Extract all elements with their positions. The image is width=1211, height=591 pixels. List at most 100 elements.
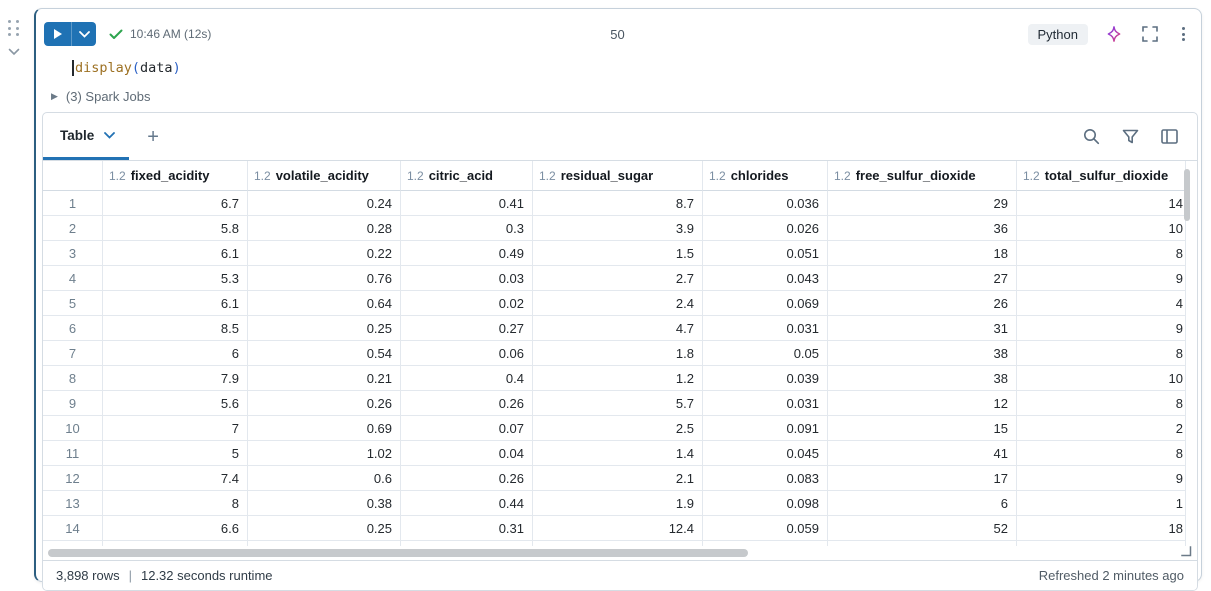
cell-drag-handle[interactable] — [8, 20, 21, 38]
partial-cell — [703, 541, 828, 547]
numeric-type-icon: 1.2 — [407, 169, 424, 183]
column-header-chlorides[interactable]: 1.2 chlorides — [703, 161, 828, 191]
column-header-total_sulfur_dioxide[interactable]: 1.2 total_sulfur_dioxide — [1017, 161, 1186, 191]
spark-jobs-toggle[interactable]: ▶ (3) Spark Jobs — [51, 87, 1201, 105]
cell-chlorides: 0.036 — [703, 191, 828, 216]
column-header-volatile_acidity[interactable]: 1.2 volatile_acidity — [248, 161, 401, 191]
cell-residual_sugar: 5.7 — [533, 391, 703, 416]
partial-cell — [248, 541, 401, 547]
cell-citric_acid: 0.07 — [401, 416, 533, 441]
cell-chlorides: 0.05 — [703, 341, 828, 366]
run-dropdown-chevron-icon[interactable] — [72, 22, 96, 46]
table-row: 5 6.1 0.64 0.02 2.4 0.069 26 4 — [43, 291, 1186, 316]
column-header-residual_sugar[interactable]: 1.2 residual_sugar — [533, 161, 703, 191]
column-header-fixed_acidity[interactable]: 1.2 fixed_acidity — [103, 161, 248, 191]
cell-volatile_acidity: 0.25 — [248, 516, 401, 541]
column-name: chlorides — [730, 168, 789, 183]
cell-residual_sugar: 3.9 — [533, 216, 703, 241]
column-name: free_sulfur_dioxide — [855, 168, 976, 183]
cell-citric_acid: 0.03 — [401, 266, 533, 291]
code-argument-token: data — [140, 60, 173, 76]
cell-total_sulfur_dioxide: 9 — [1017, 316, 1186, 341]
partial-cell — [828, 541, 1017, 547]
language-selector[interactable]: Python — [1027, 23, 1088, 45]
cell-volatile_acidity: 0.22 — [248, 241, 401, 266]
table-row: 13 8 0.38 0.44 1.9 0.098 6 1 — [43, 491, 1186, 516]
run-button[interactable] — [44, 22, 96, 46]
cell-fixed_acidity: 5 — [103, 441, 248, 466]
run-play-icon[interactable] — [44, 22, 72, 46]
row-number: 12 — [43, 466, 103, 491]
cell-total_sulfur_dioxide: 8 — [1017, 441, 1186, 466]
cell-residual_sugar: 2.5 — [533, 416, 703, 441]
collapse-cell-chevron-icon[interactable] — [8, 48, 20, 56]
cell-volatile_acidity: 0.6 — [248, 466, 401, 491]
cell-fixed_acidity: 5.6 — [103, 391, 248, 416]
cell-fixed_acidity: 6.1 — [103, 241, 248, 266]
cell-fixed_acidity: 6.7 — [103, 191, 248, 216]
fullscreen-icon[interactable] — [1140, 24, 1160, 44]
cell-menu-kebab-icon[interactable] — [1176, 25, 1191, 43]
cell-volatile_acidity: 0.64 — [248, 291, 401, 316]
cell-total_sulfur_dioxide: 9 — [1017, 466, 1186, 491]
filter-icon[interactable] — [1120, 127, 1140, 147]
cell-residual_sugar: 2.4 — [533, 291, 703, 316]
code-editor[interactable]: display(data) — [72, 58, 1201, 78]
cell-header: 10:46 AM (12s) 50 Python — [44, 17, 1191, 51]
tab-table[interactable]: Table — [43, 113, 130, 160]
cell-volatile_acidity: 0.26 — [248, 391, 401, 416]
tab-chevron-down-icon — [104, 131, 116, 139]
cell-total_sulfur_dioxide: 1 — [1017, 491, 1186, 516]
cell-free_sulfur_dioxide: 52 — [828, 516, 1017, 541]
search-icon[interactable] — [1081, 127, 1101, 147]
cell-chlorides: 0.031 — [703, 316, 828, 341]
cell-free_sulfur_dioxide: 36 — [828, 216, 1017, 241]
partial-row — [43, 541, 1186, 547]
cell-volatile_acidity: 0.25 — [248, 316, 401, 341]
cell-citric_acid: 0.06 — [401, 341, 533, 366]
refreshed-status: Refreshed 2 minutes ago — [1038, 568, 1184, 583]
add-visualization-button[interactable]: + — [147, 125, 159, 148]
resize-corner-handle[interactable] — [1180, 545, 1192, 557]
column-name: residual_sugar — [560, 168, 654, 183]
cell-fixed_acidity: 6 — [103, 341, 248, 366]
disclosure-triangle-icon: ▶ — [51, 90, 58, 101]
cell-volatile_acidity: 0.21 — [248, 366, 401, 391]
spark-jobs-label: (3) Spark Jobs — [65, 88, 151, 104]
cell-total_sulfur_dioxide: 2 — [1017, 416, 1186, 441]
cell-residual_sugar: 1.4 — [533, 441, 703, 466]
cell-free_sulfur_dioxide: 38 — [828, 366, 1017, 391]
row-number: 5 — [43, 291, 103, 316]
cell-volatile_acidity: 1.02 — [248, 441, 401, 466]
numeric-type-icon: 1.2 — [254, 169, 271, 183]
cell-citric_acid: 0.31 — [401, 516, 533, 541]
table-row: 2 5.8 0.28 0.3 3.9 0.026 36 10 — [43, 216, 1186, 241]
cell-free_sulfur_dioxide: 15 — [828, 416, 1017, 441]
cell-residual_sugar: 2.1 — [533, 466, 703, 491]
cell-fixed_acidity: 7 — [103, 416, 248, 441]
table-row: 4 5.3 0.76 0.03 2.7 0.043 27 9 — [43, 266, 1186, 291]
column-header-citric_acid[interactable]: 1.2 citric_acid — [401, 161, 533, 191]
horizontal-scrollbar-thumb[interactable] — [48, 549, 748, 557]
column-header-free_sulfur_dioxide[interactable]: 1.2 free_sulfur_dioxide — [828, 161, 1017, 191]
cell-fixed_acidity: 7.9 — [103, 366, 248, 391]
cell-chlorides: 0.091 — [703, 416, 828, 441]
cell-fixed_acidity: 7.4 — [103, 466, 248, 491]
cell-chlorides: 0.083 — [703, 466, 828, 491]
columns-panel-icon[interactable] — [1159, 127, 1179, 147]
cell-free_sulfur_dioxide: 29 — [828, 191, 1017, 216]
row-number: 3 — [43, 241, 103, 266]
cell-total_sulfur_dioxide: 14 — [1017, 191, 1186, 216]
cell-residual_sugar: 8.7 — [533, 191, 703, 216]
table-row: 7 6 0.54 0.06 1.8 0.05 38 8 — [43, 341, 1186, 366]
assistant-sparkle-icon[interactable] — [1104, 24, 1124, 44]
cell-chlorides: 0.059 — [703, 516, 828, 541]
partial-cell — [103, 541, 248, 547]
cell-residual_sugar: 1.8 — [533, 341, 703, 366]
row-number: 11 — [43, 441, 103, 466]
horizontal-scrollbar — [43, 546, 1197, 560]
code-open-paren: ( — [131, 60, 141, 76]
row-count: 3,898 rows — [56, 568, 120, 583]
vertical-scrollbar-thumb[interactable] — [1184, 169, 1190, 221]
cell-fixed_acidity: 5.8 — [103, 216, 248, 241]
